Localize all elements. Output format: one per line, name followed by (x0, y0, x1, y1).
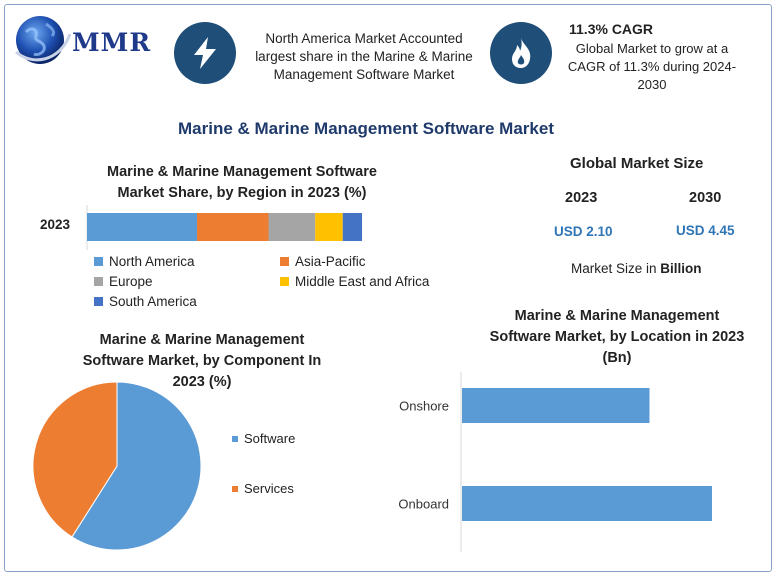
globe-icon (15, 16, 72, 64)
legend-swatch (94, 297, 103, 306)
legend-middle-east-africa: Middle East and Africa (280, 274, 429, 289)
location-category-label: Onshore (399, 399, 449, 414)
legend-swatch (94, 257, 103, 266)
location-chart-title-line: (Bn) (602, 350, 632, 366)
legend-label: Europe (109, 274, 153, 289)
pie-legend-dot (232, 435, 238, 442)
region-chart-title: Marine & Marine Management Software Mark… (72, 162, 412, 204)
region-bar-segment (315, 213, 343, 241)
cagr-description: Global Market to grow at a CAGR of 11.3%… (556, 40, 748, 94)
global-market-title: Global Market Size (570, 155, 704, 172)
infographic-frame (4, 4, 772, 572)
cagr-title: 11.3% CAGR (569, 21, 654, 37)
location-category-label: Onboard (398, 497, 449, 512)
legend-label: Asia-Pacific (295, 254, 366, 269)
component-chart-title-line: Marine & Marine Management (99, 332, 305, 348)
global-market-year-2030: 2030 (689, 190, 722, 206)
global-market-value-2030: USD 4.45 (676, 223, 735, 238)
component-chart-title-line: Software Market, by Component In (82, 353, 322, 369)
main-title: Marine & Marine Management Software Mark… (178, 119, 554, 138)
legend-north-america: North America (94, 254, 195, 269)
pie-legend-services: Services (232, 481, 294, 496)
pie-slice (32, 381, 118, 538)
region-chart-title-line: Market Share, by Region in 2023 (%) (117, 185, 367, 201)
highlight-1-line: North America Market Accounted (265, 31, 463, 46)
region-bar-segment (342, 213, 362, 241)
component-chart-title: Marine & Marine Management Software Mark… (52, 330, 352, 393)
legend-swatch (280, 277, 289, 286)
region-bar-segment (268, 213, 316, 241)
pie-legend-label: Software (244, 431, 296, 446)
location-bar (462, 486, 712, 521)
cagr-line: CAGR of 11.3% during 2024- (567, 59, 737, 74)
highlight-1-line: Management Software Market (273, 67, 455, 82)
location-chart-title-line: Marine & Marine Management (514, 308, 720, 324)
location-chart-title-line: Software Market, by Location in 2023 (489, 329, 745, 345)
market-size-note-unit: Billion (660, 261, 702, 276)
legend-asia-pacific: Asia-Pacific (280, 254, 366, 269)
legend-swatch (94, 277, 103, 286)
global-market-year-2023: 2023 (565, 190, 598, 206)
legend-label: South America (109, 294, 197, 309)
component-pie-chart (32, 381, 202, 551)
global-market-value-2023: USD 2.10 (554, 224, 613, 239)
cagr-line: Global Market to grow at a (575, 41, 729, 56)
region-stacked-bar-chart (86, 205, 362, 250)
highlight-1-text: North America Market Accounted largest s… (236, 30, 492, 84)
market-size-note: Market Size in Billion (571, 261, 702, 276)
market-size-note-prefix: Market Size in (571, 261, 661, 276)
component-chart-title-line: 2023 (%) (172, 374, 232, 390)
legend-south-america: South America (94, 294, 197, 309)
location-bar (462, 388, 650, 423)
legend-europe: Europe (94, 274, 153, 289)
highlight-1-line: largest share in the Marine & Marine (255, 49, 473, 64)
highlight-2-badge (490, 22, 552, 84)
region-bar-segment (197, 213, 269, 241)
legend-swatch (280, 257, 289, 266)
legend-label: Middle East and Africa (295, 274, 430, 289)
region-chart-title-line: Marine & Marine Management Software (107, 164, 377, 180)
mmr-logo: MMR (12, 10, 162, 72)
flame-icon (512, 38, 531, 68)
region-category-label: 2023 (40, 217, 71, 232)
legend-label: North America (109, 254, 195, 269)
region-bar-segment (87, 213, 197, 241)
pie-legend-dot (232, 485, 238, 492)
location-chart-title: Marine & Marine Management Software Mark… (462, 306, 772, 369)
pie-legend-software: Software (232, 431, 295, 446)
highlight-1-badge (174, 22, 236, 84)
location-bar-chart: Onshore Onboard (398, 372, 712, 552)
cagr-line: 2030 (637, 77, 667, 92)
pie-legend-label: Services (244, 481, 294, 496)
lightning-icon (194, 37, 216, 69)
pie-slice (71, 381, 202, 551)
logo-text: MMR (72, 28, 152, 57)
